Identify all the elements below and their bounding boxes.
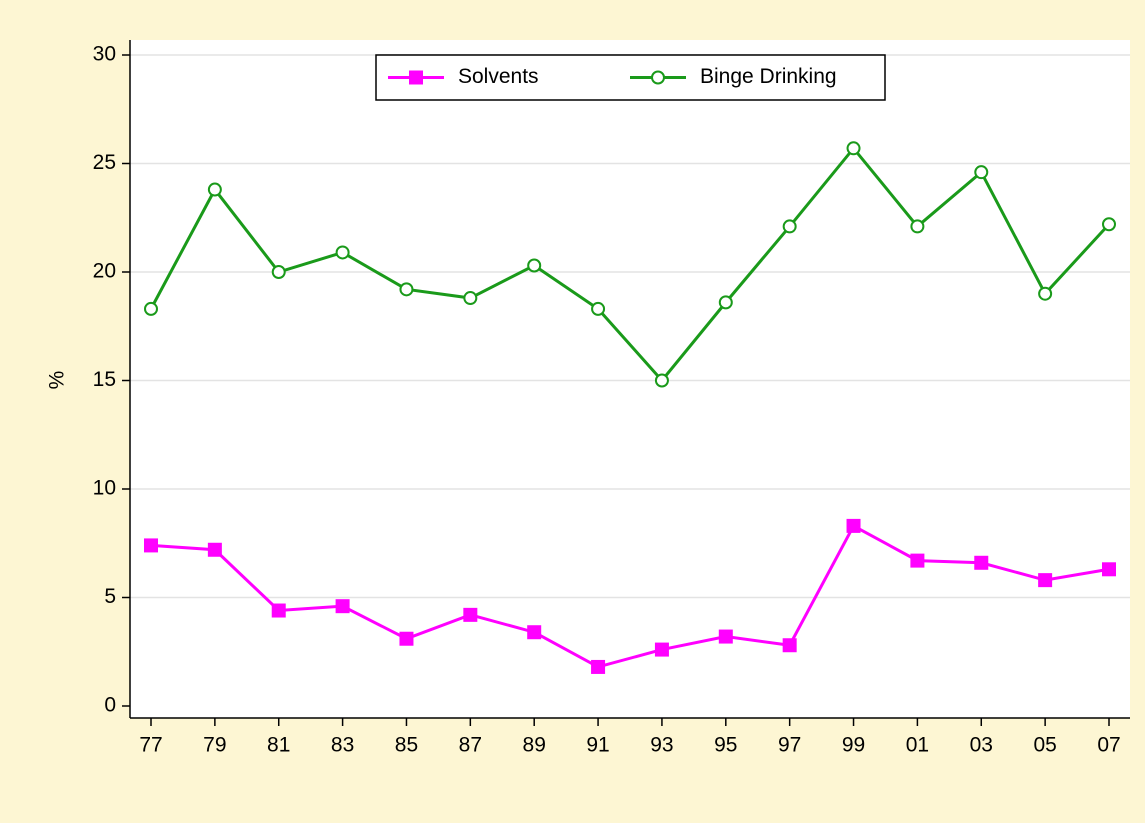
x-tick-label: 07 <box>1097 734 1120 757</box>
x-tick-label: 03 <box>970 734 993 757</box>
marker <box>463 607 478 622</box>
x-tick-label: 97 <box>778 734 801 757</box>
y-tick-label: 25 <box>93 151 116 174</box>
x-tick-label: 91 <box>586 734 609 757</box>
marker <box>718 295 733 310</box>
marker <box>207 542 222 557</box>
x-tick-label: 93 <box>650 734 673 757</box>
x-tick-label: 95 <box>714 734 737 757</box>
x-tick-label: 83 <box>331 734 354 757</box>
y-tick-label: 20 <box>93 260 116 283</box>
marker <box>207 182 222 197</box>
marker <box>144 538 158 553</box>
marker <box>527 625 542 640</box>
y-axis-label: % <box>46 371 69 390</box>
legend-label: Solvents <box>458 65 539 88</box>
marker <box>651 70 665 85</box>
marker <box>846 518 861 533</box>
marker <box>144 301 158 316</box>
marker <box>910 553 925 568</box>
marker <box>718 629 733 644</box>
marker <box>335 599 350 614</box>
marker <box>409 70 423 85</box>
x-tick-label: 79 <box>203 734 226 757</box>
marker <box>271 603 286 618</box>
x-tick-label: 05 <box>1033 734 1056 757</box>
y-tick-label: 0 <box>104 694 116 717</box>
marker <box>591 301 606 316</box>
marker <box>846 141 861 156</box>
legend-label: Binge Drinking <box>700 65 837 88</box>
marker <box>335 245 350 260</box>
marker <box>271 265 286 279</box>
x-tick-label: 85 <box>395 734 418 757</box>
marker <box>527 258 542 273</box>
marker <box>1038 286 1053 301</box>
x-tick-label: 89 <box>523 734 546 757</box>
series-line <box>149 145 1111 383</box>
y-tick-label: 10 <box>93 477 116 500</box>
marker <box>399 631 414 646</box>
marker <box>782 219 797 234</box>
x-tick-label: 87 <box>459 734 482 757</box>
marker <box>1102 562 1116 577</box>
x-tick-label: 01 <box>906 734 929 757</box>
x-tick-label: 77 <box>139 734 162 757</box>
series-line <box>150 523 1110 669</box>
plot-area <box>130 40 1130 718</box>
marker <box>974 165 989 180</box>
marker <box>654 642 669 657</box>
y-tick-label: 30 <box>93 43 116 66</box>
x-tick-label: 99 <box>842 734 865 757</box>
y-tick-label: 15 <box>93 368 116 391</box>
marker <box>910 219 925 234</box>
marker <box>591 659 606 674</box>
y-tick-label: 5 <box>104 585 116 608</box>
marker <box>654 373 669 388</box>
x-tick-label: 81 <box>267 734 290 757</box>
marker <box>782 638 797 653</box>
marker <box>1038 573 1053 588</box>
marker <box>1102 217 1116 232</box>
marker <box>463 291 478 306</box>
marker <box>399 282 414 297</box>
marker <box>974 555 989 570</box>
